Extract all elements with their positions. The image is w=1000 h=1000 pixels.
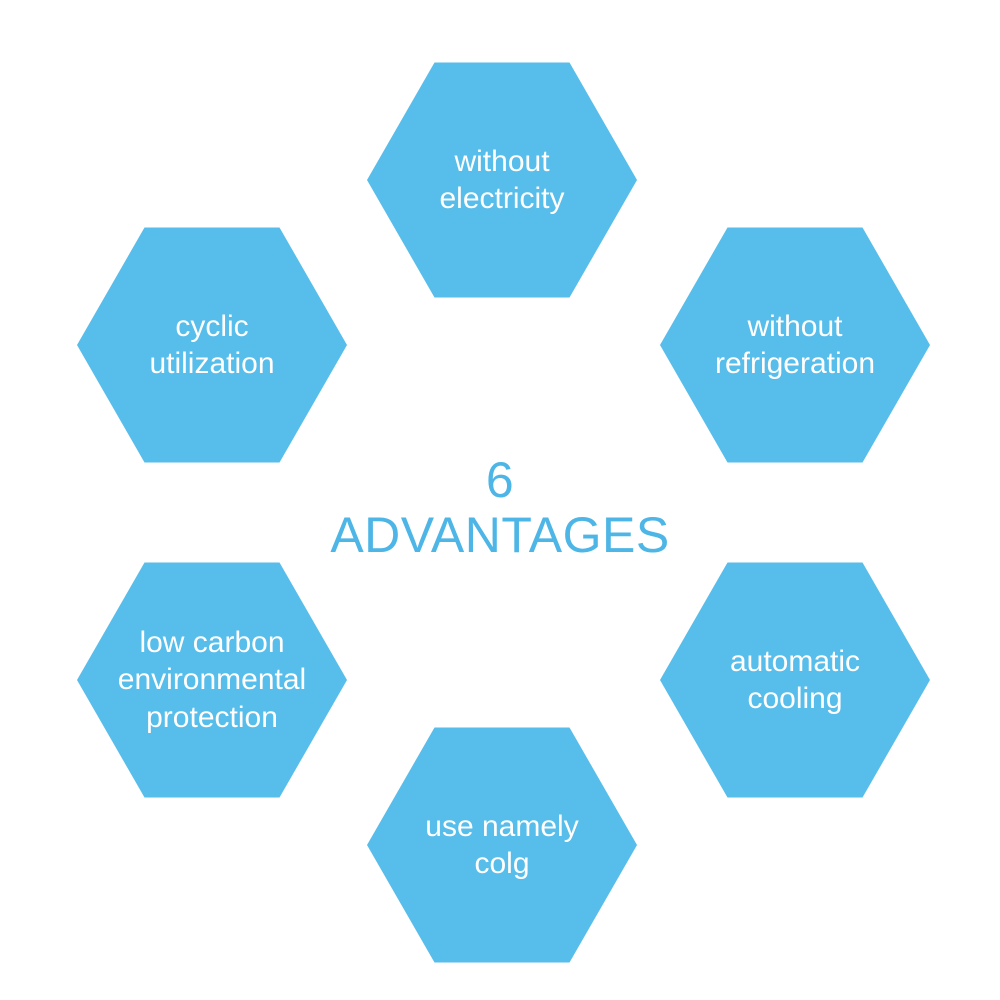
hex-top-left-label: cyclic utilization	[131, 308, 292, 383]
hex-top-right: without refrigeration	[660, 220, 930, 470]
hex-top-left: cyclic utilization	[77, 220, 347, 470]
center-title-word: ADVANTAGES	[330, 508, 669, 563]
hex-bottom-right-label: automatic cooling	[712, 643, 878, 718]
center-title-number: 6	[330, 453, 669, 508]
hex-bottom-left-label: low carbon environmental protection	[100, 624, 324, 737]
hex-bottom: use namely colg	[367, 720, 637, 970]
hex-top-label: without electricity	[421, 143, 582, 218]
hex-top-right-label: without refrigeration	[697, 308, 893, 383]
hex-bottom-label: use namely colg	[407, 808, 596, 883]
hex-top: without electricity	[367, 55, 637, 305]
diagram-canvas: 6ADVANTAGES without electricity without re…	[0, 0, 1000, 1000]
center-title: 6ADVANTAGES	[330, 453, 669, 563]
hex-bottom-right: automatic cooling	[660, 555, 930, 805]
hex-bottom-left: low carbon environmental protection	[77, 555, 347, 805]
